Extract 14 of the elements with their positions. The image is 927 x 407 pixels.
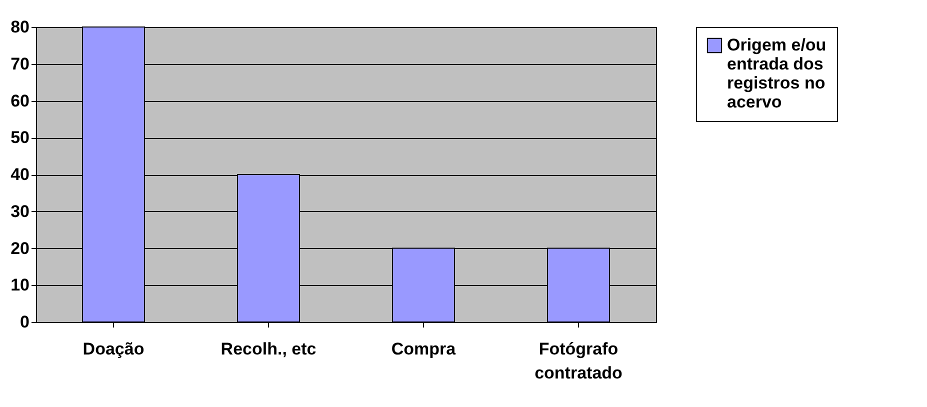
x-tick-label: Recolh., etc xyxy=(220,340,316,358)
x-tick-label: Compra xyxy=(391,340,456,358)
x-tick-label: Doação xyxy=(82,340,144,358)
y-tick-label: 10 xyxy=(10,276,30,295)
y-tick-label: 30 xyxy=(10,202,30,221)
y-tick-label: 40 xyxy=(10,165,30,184)
x-tick-label: Fotógrafo contratado xyxy=(534,340,622,382)
y-tick-label: 50 xyxy=(10,128,30,148)
y-tick-label: 60 xyxy=(10,91,30,110)
legend-label: Origem e/ou entrada dos registros no acervo xyxy=(727,36,826,112)
y-tick-label: 80 xyxy=(10,18,30,36)
y-tick-label: 20 xyxy=(10,238,30,258)
y-tick-label: 0 xyxy=(20,312,30,332)
y-tick-label: 70 xyxy=(10,54,30,74)
